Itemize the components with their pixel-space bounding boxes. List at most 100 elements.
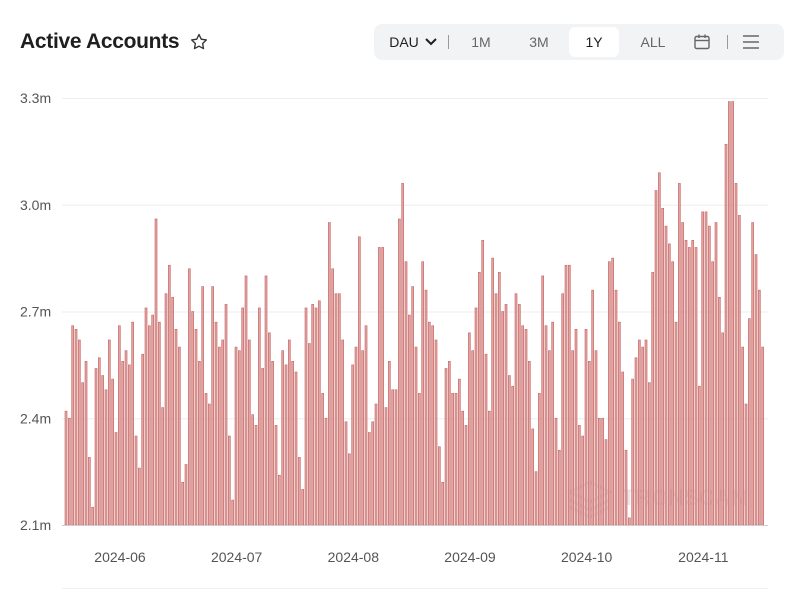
bar[interactable] bbox=[318, 300, 321, 526]
bar[interactable] bbox=[534, 471, 538, 526]
range-3m-button[interactable]: 3M bbox=[529, 34, 549, 50]
bar[interactable] bbox=[414, 346, 418, 526]
bar[interactable] bbox=[458, 378, 461, 526]
bar[interactable] bbox=[628, 517, 631, 526]
bar[interactable] bbox=[508, 375, 511, 526]
bar[interactable] bbox=[448, 361, 451, 526]
bar[interactable] bbox=[561, 293, 565, 526]
bar[interactable] bbox=[224, 304, 228, 526]
bar[interactable] bbox=[264, 275, 268, 526]
bar[interactable] bbox=[638, 339, 641, 526]
bar[interactable] bbox=[714, 222, 718, 526]
bar[interactable] bbox=[194, 328, 198, 526]
bar[interactable] bbox=[498, 272, 501, 526]
bar[interactable] bbox=[751, 222, 755, 526]
bar[interactable] bbox=[434, 339, 438, 526]
bar[interactable] bbox=[418, 393, 421, 526]
bar[interactable] bbox=[698, 385, 701, 526]
bar[interactable] bbox=[254, 425, 258, 526]
bar[interactable] bbox=[388, 361, 391, 526]
bar[interactable] bbox=[648, 382, 651, 526]
bar[interactable] bbox=[148, 325, 151, 526]
bar[interactable] bbox=[174, 328, 178, 526]
bar[interactable] bbox=[308, 343, 311, 526]
bar[interactable] bbox=[661, 208, 665, 526]
bar[interactable] bbox=[551, 321, 555, 526]
bar[interactable] bbox=[384, 407, 388, 526]
bar[interactable] bbox=[578, 425, 581, 526]
bar[interactable] bbox=[424, 289, 428, 526]
bar[interactable] bbox=[198, 361, 201, 526]
bar[interactable] bbox=[741, 346, 745, 526]
bar[interactable] bbox=[68, 417, 71, 526]
bar[interactable] bbox=[131, 321, 135, 526]
bar[interactable] bbox=[761, 346, 765, 526]
bar[interactable] bbox=[178, 346, 181, 526]
bar[interactable] bbox=[664, 225, 668, 526]
bar[interactable] bbox=[64, 410, 68, 526]
bar[interactable] bbox=[231, 499, 235, 526]
bar[interactable] bbox=[494, 293, 498, 526]
bar[interactable] bbox=[331, 268, 334, 526]
bar[interactable] bbox=[598, 417, 601, 526]
bar[interactable] bbox=[314, 307, 318, 526]
bar[interactable] bbox=[704, 211, 708, 526]
bar[interactable] bbox=[688, 247, 691, 526]
bar[interactable] bbox=[311, 304, 314, 526]
bar[interactable] bbox=[568, 264, 571, 526]
bar[interactable] bbox=[504, 304, 508, 526]
bar[interactable] bbox=[518, 304, 521, 526]
bar[interactable] bbox=[674, 321, 678, 526]
bar[interactable] bbox=[164, 293, 168, 526]
bar[interactable] bbox=[104, 389, 108, 526]
bar[interactable] bbox=[654, 190, 658, 526]
bar[interactable] bbox=[728, 101, 731, 526]
bar[interactable] bbox=[268, 332, 271, 526]
bar[interactable] bbox=[208, 403, 211, 526]
bar[interactable] bbox=[398, 218, 401, 526]
bar[interactable] bbox=[364, 325, 368, 526]
bar[interactable] bbox=[668, 243, 671, 526]
bar[interactable] bbox=[358, 236, 361, 526]
bar[interactable] bbox=[691, 240, 695, 526]
bar[interactable] bbox=[341, 339, 344, 526]
bar[interactable] bbox=[501, 311, 504, 526]
bar[interactable] bbox=[281, 350, 284, 526]
bar[interactable] bbox=[614, 289, 618, 526]
bar[interactable] bbox=[708, 225, 711, 526]
bar[interactable] bbox=[168, 264, 171, 526]
bar[interactable] bbox=[671, 261, 675, 526]
bar[interactable] bbox=[101, 375, 104, 526]
bar[interactable] bbox=[138, 467, 141, 526]
calendar-icon[interactable] bbox=[685, 27, 719, 57]
star-outline-icon[interactable] bbox=[189, 32, 209, 52]
bar[interactable] bbox=[651, 272, 655, 526]
bar[interactable] bbox=[228, 435, 231, 526]
metric-dropdown[interactable]: DAU bbox=[378, 27, 448, 57]
bar[interactable] bbox=[574, 328, 578, 526]
bar[interactable] bbox=[588, 361, 591, 526]
bar[interactable] bbox=[324, 417, 328, 526]
bar[interactable] bbox=[391, 389, 394, 526]
bar[interactable] bbox=[524, 328, 528, 526]
bar[interactable] bbox=[514, 293, 518, 526]
bar[interactable] bbox=[191, 311, 195, 526]
bar[interactable] bbox=[611, 257, 615, 526]
bar[interactable] bbox=[241, 307, 245, 526]
bar[interactable] bbox=[278, 474, 281, 526]
bar[interactable] bbox=[511, 385, 514, 526]
bar[interactable] bbox=[334, 293, 338, 526]
bar[interactable] bbox=[554, 417, 558, 526]
bar[interactable] bbox=[374, 403, 378, 526]
bar[interactable] bbox=[294, 371, 298, 526]
bar[interactable] bbox=[451, 393, 454, 526]
bar[interactable] bbox=[464, 425, 468, 526]
bar[interactable] bbox=[678, 183, 681, 526]
bar[interactable] bbox=[481, 240, 484, 526]
bar[interactable] bbox=[684, 240, 688, 526]
bar[interactable] bbox=[188, 268, 191, 526]
bar[interactable] bbox=[284, 364, 288, 526]
bar[interactable] bbox=[184, 464, 188, 526]
bar[interactable] bbox=[201, 286, 205, 526]
bar[interactable] bbox=[98, 357, 101, 526]
